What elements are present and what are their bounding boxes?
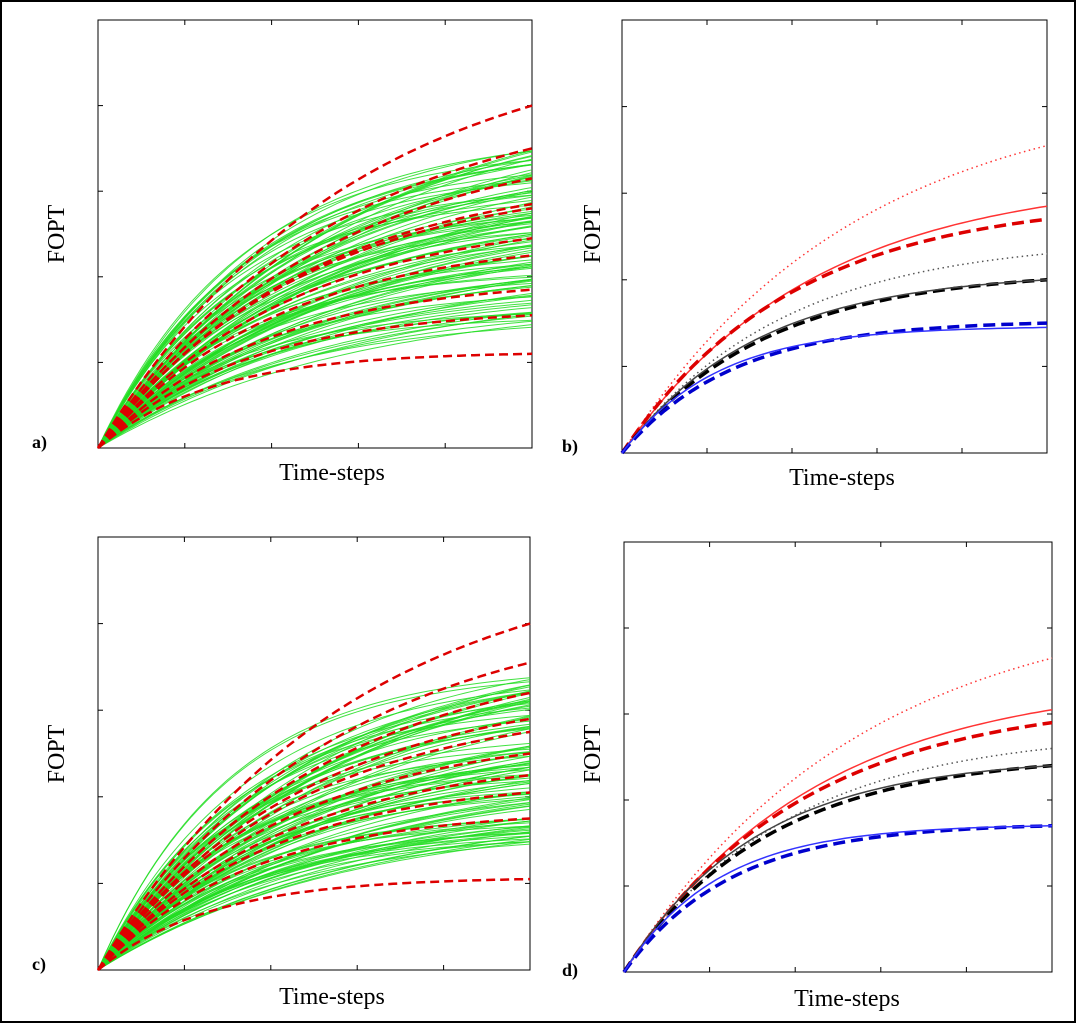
ensemble-line — [97, 208, 533, 449]
ensemble-line — [97, 279, 533, 449]
series-line-3 — [96, 177, 533, 449]
series-line-1 — [96, 104, 533, 449]
x-axis-label: Time-steps — [794, 986, 900, 1012]
series-line-8 — [621, 326, 1048, 454]
ensemble-line — [97, 174, 533, 449]
series-line-8 — [97, 288, 533, 449]
ensemble-line — [97, 279, 533, 449]
series-line-2 — [96, 661, 531, 971]
x-axis-label: Time-steps — [279, 984, 385, 1010]
ensemble-line — [97, 802, 531, 971]
ensemble-line — [97, 180, 533, 449]
chart-panel-4: FOPT Time-steps d) — [562, 541, 1053, 1012]
series-line-6 — [97, 752, 531, 971]
series-line-1 — [623, 657, 1053, 973]
ensemble-line — [97, 731, 531, 971]
series-line-10 — [97, 352, 533, 449]
ensemble-line — [97, 762, 531, 971]
ensemble-line — [97, 313, 533, 449]
ensemble-line — [97, 832, 531, 971]
series-line-7 — [97, 254, 533, 449]
ensemble-line — [97, 692, 531, 971]
chart-panel-3: FOPT Time-steps c) — [32, 536, 531, 1010]
y-axis-label: FOPT — [44, 204, 70, 263]
panel-label: c) — [32, 954, 46, 975]
ensemble-line — [97, 838, 531, 971]
x-axis-label: Time-steps — [789, 465, 895, 491]
plot-area — [623, 541, 1053, 973]
series-line-6 — [623, 764, 1053, 973]
ensemble-line — [97, 835, 531, 971]
ensemble-line — [97, 247, 533, 449]
y-axis-label: FOPT — [44, 724, 70, 783]
chart-panel-1: FOPT Time-steps a) — [32, 19, 533, 486]
y-axis-label: FOPT — [580, 204, 606, 263]
ensemble-line — [97, 315, 533, 449]
ensemble-line — [97, 313, 533, 449]
series-line-3 — [620, 217, 1048, 454]
ensemble-line — [97, 802, 531, 971]
ensemble-line — [97, 820, 531, 971]
series-line-5 — [622, 763, 1053, 973]
y-axis-label: FOPT — [580, 724, 606, 783]
ensemble-line — [97, 296, 533, 449]
ensemble-line — [97, 302, 533, 449]
ensemble-line — [97, 822, 531, 971]
series-line-4 — [97, 202, 533, 449]
ensemble-line — [97, 263, 533, 449]
series-line-8 — [97, 791, 531, 971]
ensemble-line — [97, 826, 531, 971]
series-line-8 — [623, 825, 1053, 973]
ensemble-line — [97, 245, 533, 449]
ensemble-line — [97, 191, 533, 449]
series-line-2 — [96, 147, 533, 449]
series-line-7 — [97, 773, 531, 971]
ensemble-line — [97, 266, 533, 449]
ensemble-line — [97, 182, 533, 449]
chart-panel-2: FOPT Time-steps b) — [562, 19, 1048, 491]
ensemble-line — [97, 164, 533, 449]
series-line-10 — [97, 877, 531, 971]
ensemble-line — [97, 766, 531, 971]
panel-label: a) — [32, 432, 47, 453]
series-line-6 — [621, 279, 1048, 454]
series-line-5 — [97, 730, 531, 971]
series-line-7 — [622, 824, 1053, 974]
ensemble-line — [97, 176, 533, 449]
ensemble-line — [97, 164, 533, 449]
series-line-5 — [97, 207, 533, 449]
series-line-7 — [620, 321, 1048, 455]
ensemble-line — [97, 691, 531, 971]
series-line-9 — [97, 314, 533, 449]
ensemble-line — [97, 245, 533, 449]
series-line-4 — [96, 717, 531, 971]
ensemble-line — [97, 832, 531, 971]
series-line-3 — [96, 691, 531, 971]
ensemble-line — [97, 150, 533, 449]
x-axis-label: Time-steps — [279, 460, 385, 486]
ensemble-line — [97, 704, 531, 971]
ensemble-line — [97, 320, 533, 449]
series-line-1 — [96, 622, 531, 971]
panel-label: d) — [562, 960, 578, 981]
series-line-6 — [97, 237, 533, 449]
ensemble-line — [97, 701, 531, 971]
ensemble-line — [97, 703, 531, 971]
ensemble-line — [97, 820, 531, 971]
ensemble-line — [97, 204, 533, 449]
panel-label: b) — [562, 436, 578, 457]
series-line-9 — [97, 817, 531, 971]
ensemble-line — [97, 689, 531, 971]
